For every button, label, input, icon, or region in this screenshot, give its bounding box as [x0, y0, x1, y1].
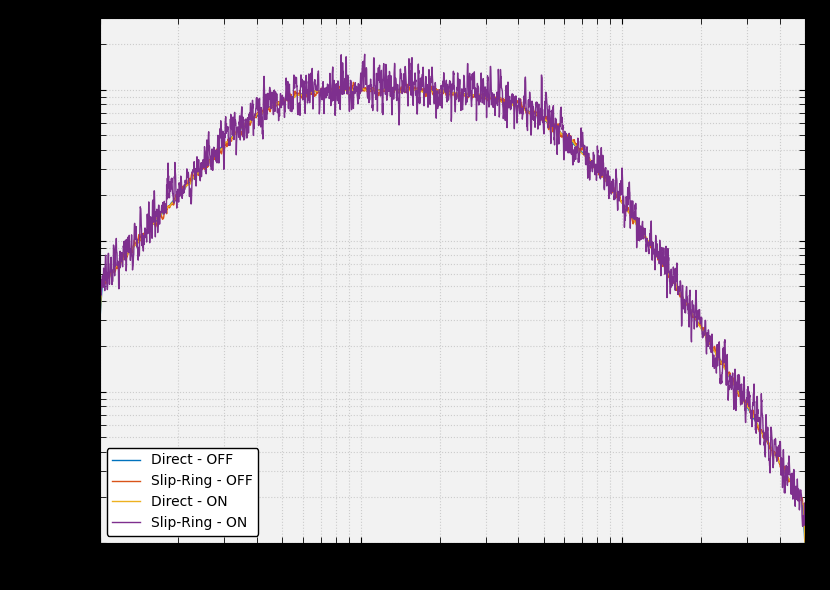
- Slip-Ring - ON: [175, 192, 185, 199]
- Slip-Ring - OFF: [710, 348, 720, 355]
- Line: Direct - ON: Direct - ON: [100, 88, 805, 543]
- Direct - ON: [217, 145, 227, 152]
- Slip-Ring - OFF: [95, 329, 105, 336]
- Direct - OFF: [217, 143, 227, 150]
- Slip-Ring - OFF: [800, 537, 810, 545]
- Direct - ON: [337, 84, 347, 91]
- Slip-Ring - ON: [800, 520, 810, 527]
- Slip-Ring - OFF: [175, 187, 185, 194]
- Slip-Ring - ON: [798, 523, 808, 530]
- Direct - ON: [787, 480, 797, 487]
- Direct - ON: [800, 540, 810, 547]
- Slip-Ring - ON: [396, 74, 406, 81]
- Slip-Ring - ON: [217, 142, 227, 149]
- Direct - OFF: [710, 349, 720, 356]
- Slip-Ring - ON: [710, 358, 720, 365]
- Slip-Ring - ON: [359, 51, 369, 58]
- Line: Slip-Ring - ON: Slip-Ring - ON: [100, 54, 805, 526]
- Direct - ON: [95, 327, 105, 335]
- Slip-Ring - ON: [365, 81, 375, 88]
- Direct - ON: [396, 88, 406, 96]
- Direct - OFF: [396, 86, 406, 93]
- Direct - ON: [365, 87, 375, 94]
- Line: Slip-Ring - OFF: Slip-Ring - OFF: [100, 83, 805, 541]
- Direct - OFF: [382, 85, 392, 92]
- Direct - OFF: [175, 190, 185, 197]
- Direct - OFF: [365, 86, 375, 93]
- Direct - ON: [710, 349, 720, 356]
- Slip-Ring - OFF: [217, 148, 227, 155]
- Slip-Ring - ON: [787, 480, 797, 487]
- Direct - OFF: [95, 324, 105, 332]
- Direct - ON: [175, 191, 185, 198]
- Line: Direct - OFF: Direct - OFF: [100, 88, 805, 548]
- Slip-Ring - ON: [95, 322, 105, 329]
- Slip-Ring - OFF: [396, 84, 406, 91]
- Slip-Ring - OFF: [365, 87, 375, 94]
- Slip-Ring - OFF: [787, 479, 797, 486]
- Legend: Direct - OFF, Slip-Ring - OFF, Direct - ON, Slip-Ring - ON: Direct - OFF, Slip-Ring - OFF, Direct - …: [106, 448, 258, 536]
- Direct - OFF: [787, 480, 797, 487]
- Slip-Ring - OFF: [349, 79, 359, 86]
- Direct - OFF: [800, 545, 810, 552]
